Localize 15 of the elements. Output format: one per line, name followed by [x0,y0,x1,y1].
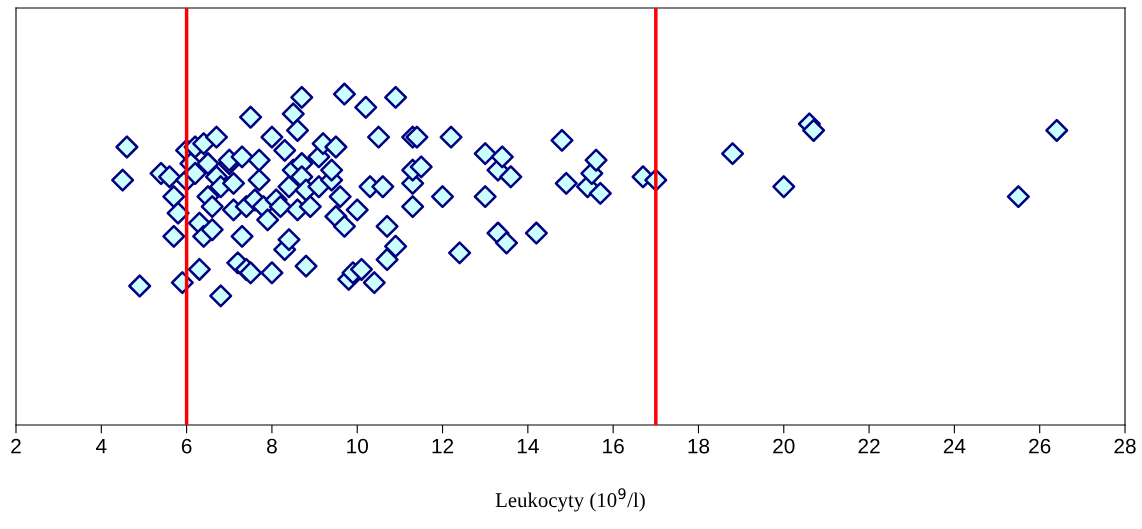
x-tick-label: 14 [517,438,539,454]
x-tick-label: 26 [1029,438,1051,454]
x-tick-label: 16 [603,438,624,454]
x-tick-label: 6 [181,438,192,454]
x-tick-label: 8 [267,438,277,454]
x-tick-label: 10 [347,438,368,454]
x-tick-label: 18 [688,438,710,454]
x-tick-label: 28 [1114,438,1136,454]
x-tick-label: 24 [943,438,966,454]
x-axis-title: Leukocyty (10$^{9}$/l) [495,488,645,512]
x-tick-label: 20 [773,438,795,454]
x-tick-label: 2 [11,438,21,454]
x-tick-label: 4 [95,438,107,454]
x-tick-label: 12 [432,438,454,454]
x-tick-label: 22 [858,438,880,454]
